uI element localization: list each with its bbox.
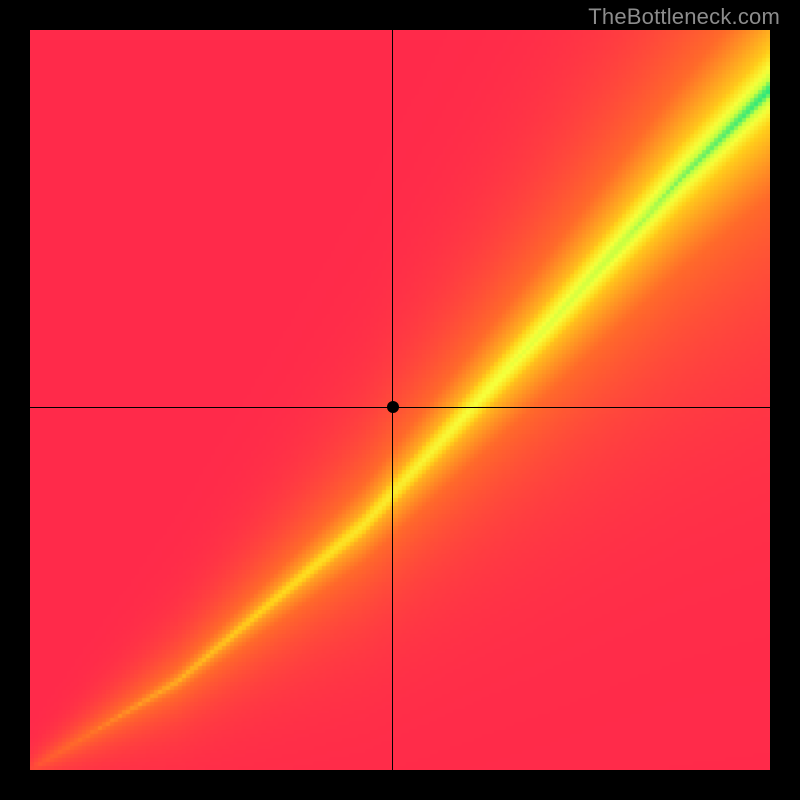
watermark-text: TheBottleneck.com (588, 4, 780, 30)
crosshair-marker (387, 401, 399, 413)
plot-area (30, 30, 770, 770)
heatmap-canvas (30, 30, 770, 770)
chart-frame: TheBottleneck.com (0, 0, 800, 800)
crosshair-vertical (392, 30, 393, 770)
crosshair-horizontal (30, 407, 770, 408)
